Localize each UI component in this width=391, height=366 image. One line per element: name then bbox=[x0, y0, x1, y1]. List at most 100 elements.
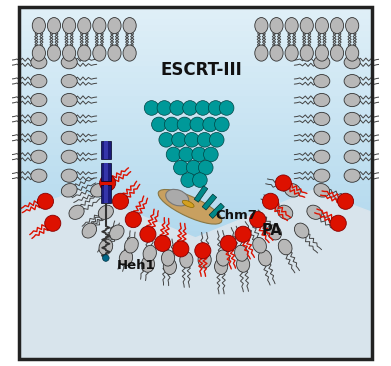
Circle shape bbox=[203, 117, 217, 132]
Polygon shape bbox=[194, 186, 208, 202]
Ellipse shape bbox=[314, 183, 330, 197]
Bar bbox=[19, 36, 372, 42]
Ellipse shape bbox=[270, 45, 283, 61]
Ellipse shape bbox=[161, 250, 175, 266]
Ellipse shape bbox=[123, 18, 136, 34]
Circle shape bbox=[185, 132, 199, 147]
Circle shape bbox=[250, 212, 266, 228]
Bar bbox=[19, 195, 372, 201]
Bar bbox=[19, 95, 372, 101]
Bar bbox=[19, 295, 372, 300]
Bar bbox=[19, 248, 372, 254]
Circle shape bbox=[210, 132, 224, 147]
Ellipse shape bbox=[307, 205, 322, 219]
Ellipse shape bbox=[270, 18, 283, 34]
Ellipse shape bbox=[47, 18, 61, 34]
Ellipse shape bbox=[180, 252, 193, 268]
Bar bbox=[19, 77, 372, 83]
Ellipse shape bbox=[143, 245, 156, 261]
Bar bbox=[19, 312, 372, 318]
Circle shape bbox=[183, 101, 197, 115]
Bar bbox=[19, 12, 372, 18]
Ellipse shape bbox=[31, 131, 47, 145]
Bar bbox=[19, 160, 372, 165]
Polygon shape bbox=[101, 141, 111, 159]
Ellipse shape bbox=[93, 45, 106, 61]
Ellipse shape bbox=[182, 200, 194, 208]
Text: PA: PA bbox=[262, 223, 283, 238]
Ellipse shape bbox=[93, 18, 106, 34]
Circle shape bbox=[140, 226, 156, 242]
Bar bbox=[19, 348, 372, 354]
Ellipse shape bbox=[314, 93, 330, 107]
Bar bbox=[19, 259, 372, 265]
Circle shape bbox=[159, 132, 174, 147]
Ellipse shape bbox=[61, 75, 77, 88]
Ellipse shape bbox=[285, 45, 298, 61]
Polygon shape bbox=[202, 194, 217, 210]
Ellipse shape bbox=[32, 45, 45, 61]
Ellipse shape bbox=[314, 150, 330, 163]
Ellipse shape bbox=[344, 131, 360, 145]
Bar bbox=[19, 71, 372, 77]
Polygon shape bbox=[104, 141, 108, 159]
Ellipse shape bbox=[61, 183, 77, 197]
Circle shape bbox=[190, 117, 204, 132]
Polygon shape bbox=[101, 185, 111, 203]
Ellipse shape bbox=[344, 93, 360, 107]
Bar bbox=[19, 148, 372, 154]
Bar bbox=[19, 60, 372, 66]
Ellipse shape bbox=[267, 225, 282, 240]
Bar bbox=[19, 30, 372, 36]
Bar bbox=[19, 107, 372, 112]
Ellipse shape bbox=[61, 93, 77, 107]
Ellipse shape bbox=[198, 252, 211, 268]
Ellipse shape bbox=[314, 75, 330, 88]
Bar bbox=[19, 142, 372, 148]
Circle shape bbox=[196, 101, 210, 115]
Bar bbox=[19, 224, 372, 230]
Ellipse shape bbox=[346, 18, 359, 34]
Circle shape bbox=[164, 117, 179, 132]
Polygon shape bbox=[104, 185, 108, 203]
Circle shape bbox=[330, 215, 346, 231]
Bar bbox=[19, 212, 372, 218]
Ellipse shape bbox=[61, 169, 77, 182]
Ellipse shape bbox=[158, 190, 222, 224]
Ellipse shape bbox=[314, 169, 330, 182]
Ellipse shape bbox=[63, 18, 76, 34]
Bar bbox=[19, 130, 372, 136]
Bar bbox=[19, 89, 372, 95]
Bar bbox=[19, 118, 372, 124]
Circle shape bbox=[152, 117, 166, 132]
Bar bbox=[19, 171, 372, 177]
Ellipse shape bbox=[314, 56, 330, 69]
Ellipse shape bbox=[61, 150, 77, 163]
Circle shape bbox=[179, 147, 194, 162]
Circle shape bbox=[100, 175, 116, 191]
Ellipse shape bbox=[47, 45, 61, 61]
Ellipse shape bbox=[237, 256, 250, 272]
Ellipse shape bbox=[78, 18, 91, 34]
Ellipse shape bbox=[215, 258, 228, 274]
Ellipse shape bbox=[344, 112, 360, 126]
Ellipse shape bbox=[32, 18, 45, 34]
Text: Heh1: Heh1 bbox=[117, 259, 156, 272]
Bar bbox=[19, 283, 372, 289]
Ellipse shape bbox=[61, 131, 77, 145]
Circle shape bbox=[170, 101, 185, 115]
Circle shape bbox=[45, 215, 61, 231]
Circle shape bbox=[195, 243, 211, 259]
Circle shape bbox=[208, 101, 223, 115]
Bar bbox=[19, 136, 372, 142]
Bar bbox=[19, 289, 372, 295]
Circle shape bbox=[174, 160, 188, 175]
Ellipse shape bbox=[315, 45, 328, 61]
Circle shape bbox=[215, 117, 229, 132]
Bar bbox=[19, 42, 372, 48]
Ellipse shape bbox=[255, 45, 268, 61]
Bar bbox=[19, 124, 372, 130]
Bar bbox=[19, 48, 372, 54]
Polygon shape bbox=[101, 163, 111, 181]
Circle shape bbox=[157, 101, 172, 115]
